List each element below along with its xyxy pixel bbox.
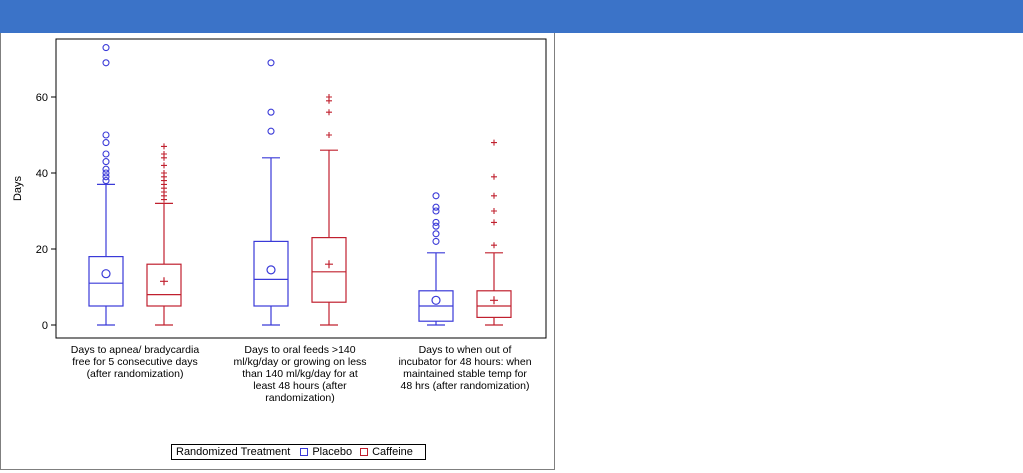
outlier-point — [433, 238, 439, 244]
box-placebo-3 — [419, 193, 453, 325]
outlier-point — [491, 219, 497, 225]
outlier-point — [491, 193, 497, 199]
mean-marker — [490, 296, 498, 304]
legend-swatch-caffeine — [360, 448, 368, 456]
outlier-point — [491, 174, 497, 180]
category-label-line: than 140 ml/kg/day for at — [242, 368, 358, 380]
legend-swatch-placebo — [300, 448, 308, 456]
outlier-point — [268, 128, 274, 134]
box-placebo-1 — [89, 45, 123, 325]
outlier-point — [433, 193, 439, 199]
outlier-point — [161, 170, 167, 176]
y-axis: 0 20 40 60 — [36, 92, 56, 332]
legend-label-caffeine: Caffeine — [372, 446, 413, 458]
category-label-line: Days to apnea/ bradycardia — [71, 344, 200, 356]
legend-item-caffeine: Caffeine — [360, 446, 413, 458]
header-bar — [0, 0, 1023, 33]
outlier-point — [433, 231, 439, 237]
mean-marker — [432, 296, 440, 304]
category-label-line: 48 hrs (after randomization) — [401, 380, 530, 392]
category-label-line: incubator for 48 hours: when — [398, 356, 531, 368]
outlier-point — [103, 45, 109, 51]
outlier-point — [161, 143, 167, 149]
category-label-2: Days to oral feeds >140 ml/kg/day or grow… — [233, 344, 366, 404]
legend-label-placebo: Placebo — [312, 446, 352, 458]
mean-marker — [160, 277, 168, 285]
box-caffeine-2 — [312, 94, 346, 325]
box-caffeine-1 — [147, 143, 181, 325]
outlier-point — [103, 159, 109, 165]
legend: Randomized Treatment Placebo Caffeine — [171, 444, 426, 460]
outlier-point — [103, 140, 109, 146]
category-label-line: maintained stable temp for — [403, 368, 527, 380]
category-label-line: randomization) — [265, 392, 334, 404]
category-label-line: ml/kg/day or growing on less — [233, 356, 366, 368]
mean-marker — [102, 270, 110, 278]
outlier-point — [491, 140, 497, 146]
category-label-line: (after randomization) — [87, 368, 184, 380]
outlier-point — [326, 109, 332, 115]
outlier-point — [103, 151, 109, 157]
y-axis-title: Days — [12, 175, 24, 201]
outlier-point — [433, 219, 439, 225]
box-iqr — [312, 238, 346, 303]
category-label-1: Days to apnea/ bradycardia free for 5 con… — [71, 344, 200, 380]
category-label-line: Days to oral feeds >140 — [244, 344, 355, 356]
outlier-point — [491, 242, 497, 248]
box-caffeine-3 — [477, 140, 511, 325]
outlier-point — [491, 208, 497, 214]
category-label-3: Days to when out of incubator for 48 hour… — [398, 344, 531, 392]
box-placebo-2 — [254, 60, 288, 325]
outlier-point — [433, 204, 439, 210]
category-label-line: Days to when out of — [419, 344, 512, 356]
outlier-point — [103, 60, 109, 66]
mean-marker — [325, 260, 333, 268]
outlier-point — [161, 162, 167, 168]
y-tick-label: 20 — [36, 244, 48, 256]
outlier-point — [268, 109, 274, 115]
outlier-point — [326, 132, 332, 138]
outlier-point — [268, 60, 274, 66]
legend-item-placebo: Placebo — [300, 446, 352, 458]
mean-marker — [267, 266, 275, 274]
category-label-line: least 48 hours (after — [253, 380, 347, 392]
y-tick-label: 60 — [36, 92, 48, 104]
chart-marks — [89, 45, 511, 325]
outlier-point — [326, 94, 332, 100]
outlier-point — [161, 151, 167, 157]
legend-title: Randomized Treatment — [176, 446, 290, 458]
box-plot-chart: 0 20 40 60 Days Days to apnea/ bradycardia f… — [0, 33, 555, 470]
outlier-point — [103, 166, 109, 172]
y-tick-label: 0 — [42, 320, 48, 332]
category-labels: Days to apnea/ bradycardia free for 5 con… — [71, 344, 532, 404]
plot-area — [56, 39, 546, 338]
outlier-point — [103, 132, 109, 138]
box-iqr — [89, 257, 123, 306]
category-label-line: free for 5 consecutive days — [72, 356, 197, 368]
y-tick-label: 40 — [36, 168, 48, 180]
